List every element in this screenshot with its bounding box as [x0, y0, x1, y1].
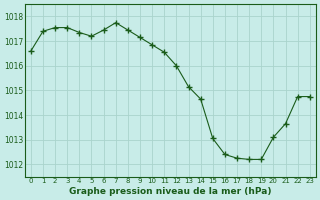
X-axis label: Graphe pression niveau de la mer (hPa): Graphe pression niveau de la mer (hPa)	[69, 187, 272, 196]
